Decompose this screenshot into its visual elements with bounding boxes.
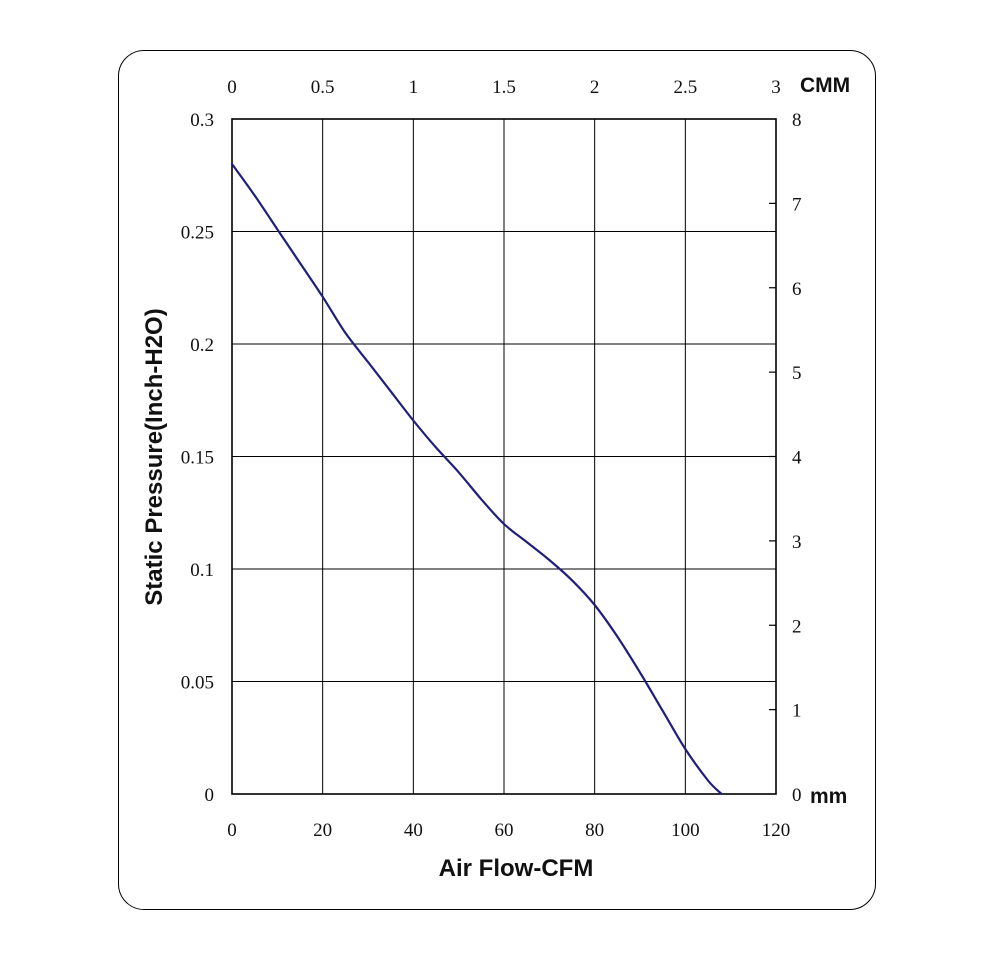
x-tick-label: 80 (585, 820, 604, 841)
right-tick-label: 3 (792, 532, 802, 553)
x-tick-label: 60 (495, 820, 514, 841)
axis-ticks (769, 202, 776, 711)
x-tick-label: 0 (227, 820, 237, 841)
right-tick-label: 4 (792, 448, 802, 469)
x-tick-label: 40 (404, 820, 423, 841)
grid-lines (232, 119, 776, 794)
top-tick-label: 1 (409, 77, 419, 98)
y-tick-label: 0.05 (181, 673, 214, 694)
right-tick-label: 7 (792, 194, 802, 215)
top-tick-label: 3 (771, 77, 781, 98)
y-tick-label: 0.1 (190, 560, 214, 581)
right-axis-unit-label: mm (810, 785, 847, 808)
y-tick-label: 0.15 (181, 448, 214, 469)
y-tick-label: 0 (205, 785, 215, 806)
right-tick-label: 1 (792, 701, 802, 722)
y-tick-label: 0.2 (190, 335, 214, 356)
top-tick-label: 1.5 (492, 77, 516, 98)
right-tick-label: 0 (792, 785, 802, 806)
chart-frame (118, 50, 876, 910)
y-tick-label: 0.3 (190, 110, 214, 131)
top-tick-label: 0.5 (311, 77, 335, 98)
right-tick-label: 2 (792, 616, 802, 637)
right-tick-label: 8 (792, 110, 802, 131)
x-axis-title: Air Flow-CFM (439, 855, 594, 882)
top-tick-label: 2.5 (673, 77, 697, 98)
y-tick-label: 0.25 (181, 223, 214, 244)
top-tick-label: 0 (227, 77, 237, 98)
right-tick-label: 6 (792, 279, 802, 300)
series-line-airflow-pressure (230, 162, 723, 796)
right-tick-label: 5 (792, 363, 802, 384)
x-tick-label: 100 (671, 820, 700, 841)
x-tick-label: 20 (313, 820, 332, 841)
x-tick-label: 120 (762, 820, 791, 841)
y-axis-title: Static Pressure(Inch-H2O) (141, 308, 168, 605)
top-axis-unit-label: CMM (800, 74, 850, 97)
top-tick-label: 2 (590, 77, 600, 98)
